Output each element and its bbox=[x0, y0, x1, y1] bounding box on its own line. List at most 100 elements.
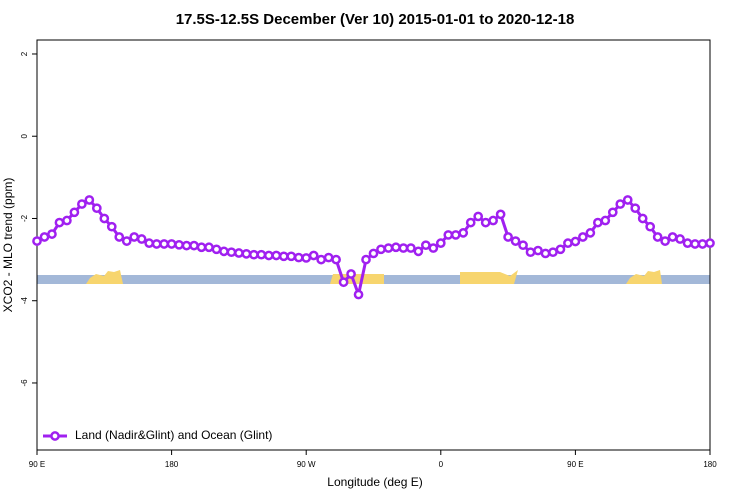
surface-band bbox=[37, 270, 710, 284]
point bbox=[151, 239, 162, 249]
point bbox=[174, 239, 184, 250]
point bbox=[144, 238, 155, 248]
point bbox=[69, 207, 80, 218]
point bbox=[181, 240, 192, 251]
point bbox=[652, 232, 663, 242]
point bbox=[465, 217, 476, 228]
land-patch bbox=[330, 274, 384, 284]
point bbox=[697, 239, 708, 249]
point bbox=[443, 230, 454, 240]
legend-marker bbox=[50, 431, 60, 441]
legend-label: Land (Nadir&Glint) and Ocean (Glint) bbox=[75, 428, 272, 442]
land-patch bbox=[86, 270, 123, 284]
point bbox=[226, 247, 237, 258]
point bbox=[518, 240, 528, 251]
point bbox=[600, 215, 611, 226]
point bbox=[450, 230, 461, 240]
point bbox=[376, 244, 386, 255]
y-axis-label: XCO2 - MLO trend (ppm) bbox=[1, 178, 15, 313]
point bbox=[667, 232, 678, 242]
point bbox=[615, 199, 626, 209]
point bbox=[286, 251, 297, 262]
point bbox=[249, 249, 259, 260]
point bbox=[159, 239, 169, 249]
point bbox=[121, 236, 132, 246]
x-axis-label: Longitude (deg E) bbox=[327, 475, 422, 489]
point bbox=[271, 250, 282, 261]
point bbox=[458, 228, 469, 238]
point bbox=[99, 213, 110, 224]
y-tick-label: -2 bbox=[20, 214, 29, 222]
point bbox=[675, 234, 685, 244]
point bbox=[106, 221, 117, 232]
point bbox=[301, 253, 312, 263]
y-tick-label: 2 bbox=[20, 51, 29, 56]
point bbox=[189, 240, 199, 251]
point bbox=[540, 248, 551, 259]
point bbox=[129, 232, 140, 242]
chart-title: 17.5S-12.5S December (Ver 10) 2015-01-01… bbox=[176, 11, 575, 28]
point bbox=[503, 232, 513, 242]
point bbox=[54, 217, 65, 228]
point bbox=[39, 232, 50, 242]
point bbox=[630, 203, 641, 214]
point bbox=[204, 242, 214, 253]
point bbox=[62, 215, 72, 226]
plot-frame bbox=[36, 39, 711, 451]
point bbox=[563, 238, 573, 248]
point bbox=[361, 254, 371, 265]
point bbox=[391, 242, 401, 253]
point bbox=[406, 243, 416, 253]
point bbox=[32, 236, 42, 246]
y-tick-label: 0 bbox=[20, 133, 29, 138]
land-patch bbox=[626, 270, 662, 284]
point bbox=[316, 254, 327, 265]
y-tick-label: -4 bbox=[20, 297, 29, 305]
point bbox=[331, 254, 341, 265]
point bbox=[196, 242, 207, 253]
point bbox=[353, 289, 364, 300]
x-tick-label: 90 E bbox=[567, 460, 583, 469]
point bbox=[383, 243, 394, 253]
point bbox=[705, 238, 715, 248]
point bbox=[690, 239, 700, 249]
point bbox=[510, 236, 521, 246]
point bbox=[346, 269, 356, 279]
point bbox=[645, 221, 656, 232]
point bbox=[607, 207, 618, 218]
point bbox=[256, 249, 267, 260]
x-tick-label: 90 W bbox=[297, 460, 316, 469]
point bbox=[136, 234, 147, 244]
point bbox=[323, 252, 334, 263]
point bbox=[555, 244, 566, 255]
point bbox=[682, 238, 693, 248]
point bbox=[234, 248, 244, 258]
point bbox=[84, 195, 95, 205]
land-patch bbox=[460, 270, 518, 284]
point bbox=[166, 239, 177, 249]
point bbox=[413, 246, 424, 257]
point bbox=[480, 217, 491, 228]
point bbox=[219, 246, 229, 257]
point bbox=[585, 228, 596, 238]
point bbox=[211, 244, 222, 255]
x-tick-label: 180 bbox=[703, 460, 717, 469]
point bbox=[91, 203, 102, 214]
point bbox=[622, 195, 633, 205]
point bbox=[77, 199, 87, 209]
point bbox=[420, 240, 431, 251]
point bbox=[47, 229, 57, 239]
point bbox=[263, 250, 274, 261]
point bbox=[570, 236, 581, 247]
point bbox=[488, 215, 498, 226]
point bbox=[308, 250, 319, 261]
point bbox=[533, 245, 543, 256]
point bbox=[578, 232, 588, 242]
x-tick-label: 0 bbox=[439, 460, 444, 469]
point bbox=[435, 238, 446, 248]
point bbox=[241, 248, 252, 259]
point bbox=[660, 236, 670, 246]
point bbox=[114, 232, 125, 242]
point bbox=[338, 277, 349, 288]
